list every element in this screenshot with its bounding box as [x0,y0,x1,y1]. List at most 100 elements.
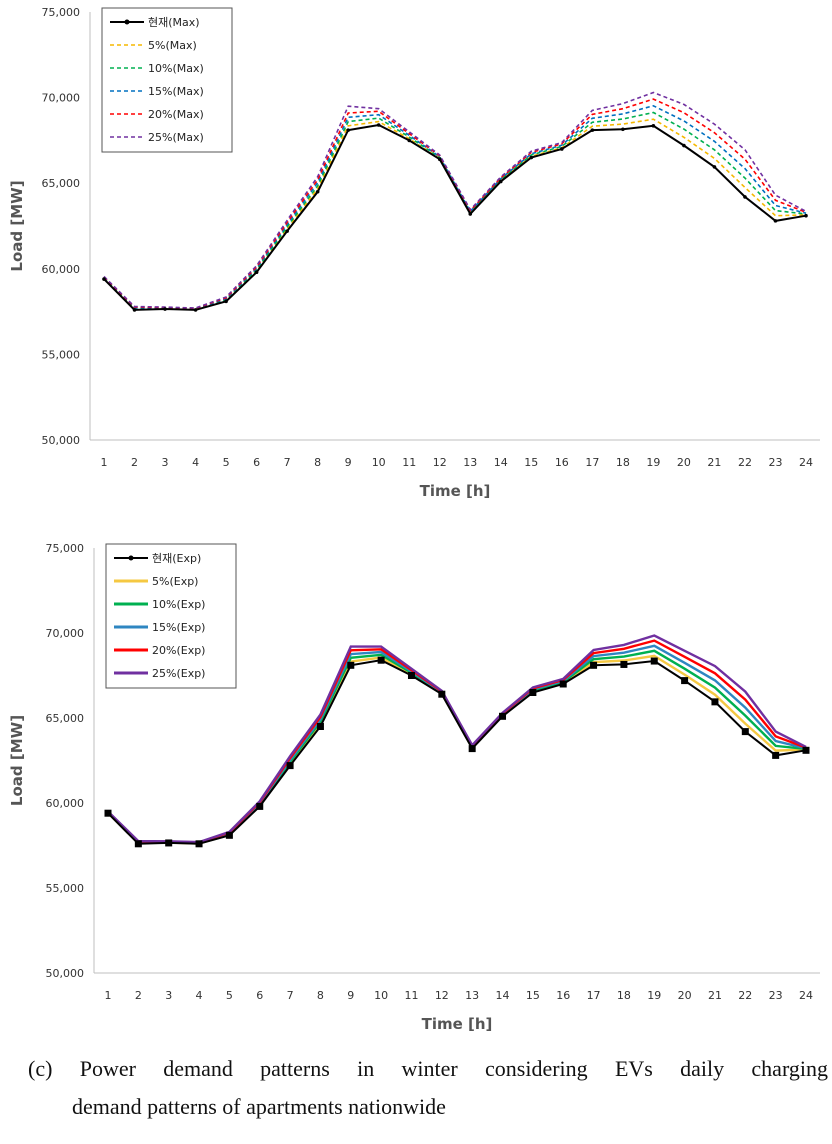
x-tick-label: 5 [223,456,230,469]
data-point [804,213,808,218]
y-tick-label: 55,000 [46,882,85,895]
data-point [132,308,137,312]
data-point [376,123,381,127]
y-tick-label: 50,000 [42,434,81,447]
data-point [560,147,564,151]
y-tick-label: 50,000 [46,967,85,980]
x-tick-label: 14 [496,989,510,1002]
x-tick-label: 8 [314,456,321,469]
data-point [499,712,507,720]
y-tick-label: 65,000 [46,712,85,725]
x-tick-label: 22 [738,989,752,1002]
data-point [315,189,320,194]
x-tick-label: 11 [402,456,416,469]
data-point [743,195,747,199]
data-point [741,728,749,736]
x-tick-label: 23 [768,456,782,469]
series-line [103,123,807,311]
data-point [802,746,810,754]
x-tick-label: 7 [284,456,291,469]
x-tick-label: 6 [253,456,260,469]
x-tick-label: 15 [526,989,540,1002]
data-point [407,672,415,679]
data-point [102,277,106,281]
data-point [620,660,628,668]
x-tick-label: 15 [524,456,538,469]
data-point [621,127,625,132]
x-tick-label: 10 [372,456,386,469]
data-point [529,155,534,160]
legend-label: 10%(Exp) [152,598,205,611]
legend-label: 15%(Exp) [152,621,205,634]
data-point [773,219,778,223]
data-point [346,128,350,132]
x-tick-label: 13 [465,989,479,1002]
legend-label: 15%(Max) [148,85,204,98]
y-tick-label: 75,000 [46,542,85,555]
legend-label: 5%(Max) [148,39,197,52]
x-tick-label: 7 [287,989,294,1002]
series-line [107,634,807,844]
data-point [468,212,473,216]
y-tick-label: 70,000 [42,92,81,105]
data-point [193,308,198,312]
x-tick-label: 18 [617,989,631,1002]
data-point [254,270,259,275]
legend-label: 25%(Exp) [152,667,205,680]
x-tick-label: 16 [556,989,570,1002]
x-tick-label: 19 [647,989,661,1002]
data-point [407,138,412,143]
data-point [681,677,689,685]
data-point [559,680,567,688]
data-point [377,656,385,664]
data-point [651,124,656,128]
data-point [438,690,446,698]
data-point [468,745,476,753]
y-tick-label: 70,000 [46,627,85,640]
x-tick-label: 8 [317,989,324,1002]
x-tick-label: 1 [101,456,108,469]
y-tick-label: 60,000 [42,263,81,276]
x-tick-label: 3 [162,456,169,469]
legend-label: 현재(Max) [148,16,200,29]
legend-marker [124,19,130,25]
figure-caption: (c) Power demand patterns in winter cons… [28,1050,828,1126]
x-tick-label: 3 [165,989,172,1002]
x-tick-label: 9 [347,989,354,1002]
x-tick-label: 9 [345,456,352,469]
legend-label: 20%(Max) [148,108,204,121]
x-tick-label: 12 [435,989,449,1002]
x-tick-label: 6 [256,989,263,1002]
legend-label: 현재(Exp) [152,552,201,565]
legend-label: 25%(Max) [148,131,204,144]
caption-line-1: (c) Power demand patterns in winter cons… [28,1056,828,1081]
x-tick-label: 4 [196,989,203,1002]
data-point [498,179,503,184]
data-point [134,840,142,848]
data-point [316,723,324,730]
x-tick-label: 10 [374,989,388,1002]
x-tick-label: 2 [135,989,142,1002]
data-point [437,157,442,162]
x-axis-title: Time [h] [422,1015,493,1033]
data-point [529,689,537,696]
y-tick-label: 75,000 [42,6,81,19]
y-axis-title: Load [MW] [8,715,26,806]
x-tick-label: 2 [131,456,138,469]
data-point [347,661,355,669]
x-tick-label: 17 [585,456,599,469]
caption-line-2: demand patterns of apartments nationwide [72,1094,446,1119]
legend-box [105,543,237,689]
x-tick-label: 21 [708,989,722,1002]
x-tick-label: 1 [105,989,112,1002]
data-point [225,831,233,839]
data-point [711,698,719,706]
x-tick-label: 23 [769,989,783,1002]
series-line [107,659,807,845]
legend-label: 10%(Max) [148,62,204,75]
x-tick-label: 12 [433,456,447,469]
data-point [224,299,228,304]
x-axis-title: Time [h] [420,482,491,500]
data-point [285,229,289,233]
